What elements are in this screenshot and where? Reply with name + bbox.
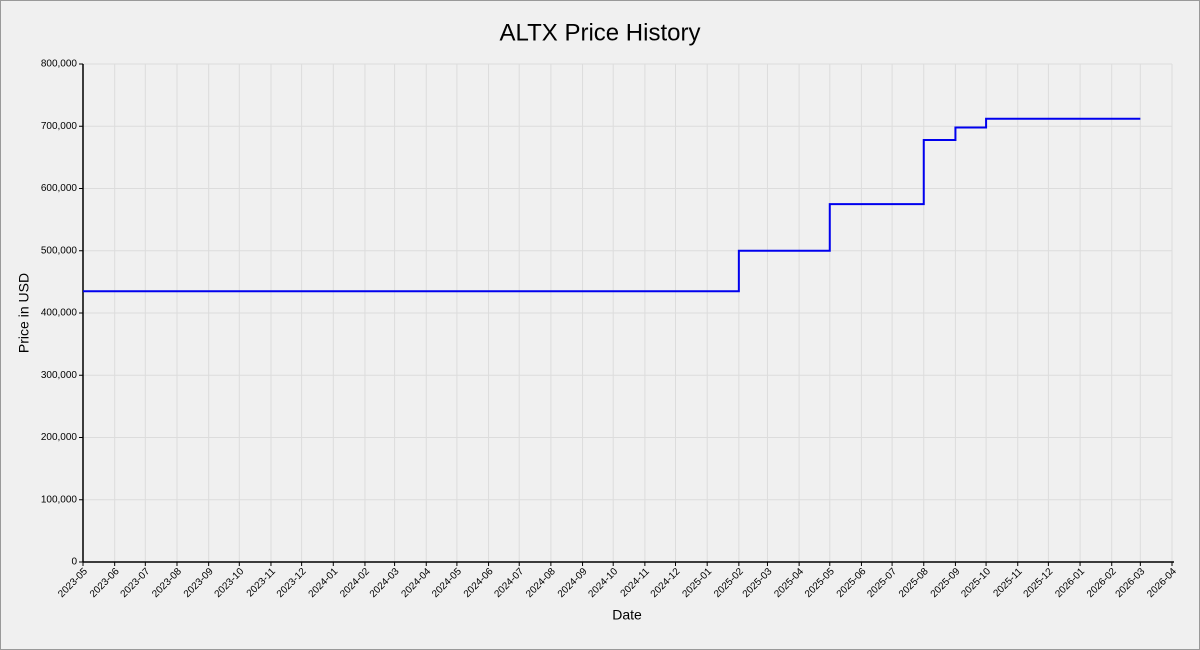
x-axis-label: Date bbox=[612, 607, 642, 623]
y-tick-label: 400,000 bbox=[41, 308, 78, 319]
y-axis-label: Price in USD bbox=[16, 273, 32, 353]
y-tick-label: 600,000 bbox=[41, 183, 78, 194]
y-tick-label: 700,000 bbox=[41, 121, 78, 132]
price-line bbox=[83, 117, 1141, 293]
chart-title: ALTX Price History bbox=[500, 19, 701, 46]
y-tick-label: 800,000 bbox=[41, 59, 78, 70]
y-tick-label: 0 bbox=[71, 557, 77, 568]
y-tick-label: 500,000 bbox=[41, 245, 78, 256]
y-tick-label: 300,000 bbox=[41, 370, 78, 381]
y-tick-label: 200,000 bbox=[41, 432, 78, 443]
y-tick-label: 100,000 bbox=[41, 494, 78, 505]
